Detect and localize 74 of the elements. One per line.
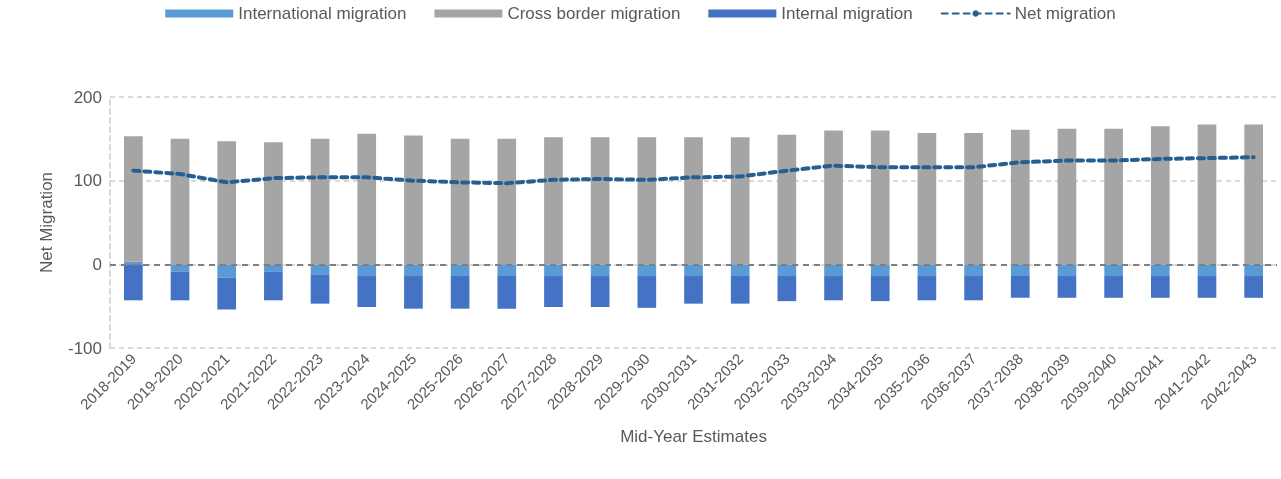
bar — [124, 264, 143, 301]
bar — [170, 138, 190, 265]
bar — [1057, 128, 1077, 265]
y-tick-label: -100 — [67, 338, 102, 358]
bar — [217, 264, 237, 278]
bar — [777, 276, 797, 302]
bar — [357, 264, 377, 277]
bar — [684, 137, 703, 265]
bar — [684, 276, 703, 304]
legend-label: Net migration — [1014, 4, 1116, 23]
bar — [1104, 276, 1123, 298]
bar — [730, 276, 750, 304]
bar — [964, 132, 983, 265]
bar — [1057, 276, 1077, 298]
bar — [404, 135, 423, 265]
bar — [1197, 124, 1217, 265]
bar — [497, 264, 517, 277]
bar — [1104, 264, 1123, 277]
bar — [404, 264, 423, 277]
bar — [544, 264, 563, 277]
bar — [1150, 126, 1170, 265]
bar — [917, 276, 937, 301]
bar — [310, 274, 330, 304]
bar — [964, 264, 983, 277]
bar — [544, 276, 563, 307]
bar — [637, 276, 657, 308]
bar — [450, 276, 470, 309]
bar — [170, 271, 190, 301]
bar — [590, 137, 610, 265]
bar — [1150, 276, 1170, 298]
bar — [310, 138, 330, 265]
bar — [1244, 276, 1263, 298]
bar — [870, 264, 890, 277]
bar — [404, 276, 423, 309]
y-tick-label: 100 — [73, 171, 102, 191]
bar — [1010, 129, 1030, 265]
y-tick-label: 200 — [73, 87, 102, 107]
bar — [917, 132, 937, 265]
x-axis-title: Mid-Year Estimates — [620, 427, 767, 446]
legend-label: International migration — [238, 4, 407, 23]
bar — [964, 276, 983, 301]
bar — [1244, 124, 1263, 265]
bar — [824, 130, 843, 265]
y-tick-label: 0 — [92, 254, 102, 274]
y-axis-title: Net Migration — [37, 171, 56, 274]
bar — [544, 137, 563, 265]
bar — [917, 264, 937, 277]
bar — [824, 276, 843, 301]
bar — [1104, 128, 1123, 265]
legend-label: Cross border migration — [507, 4, 681, 23]
bar — [357, 276, 377, 307]
line-series — [131, 155, 1256, 186]
bar — [497, 276, 517, 309]
bar — [870, 276, 890, 302]
bar — [450, 138, 470, 265]
bar — [357, 133, 377, 265]
bar — [1197, 276, 1217, 298]
bar — [730, 137, 750, 265]
bar — [730, 264, 750, 277]
legend-label: Internal migration — [781, 4, 913, 23]
bar — [124, 136, 143, 262]
bar — [870, 130, 890, 265]
bar — [637, 137, 657, 265]
bar — [1244, 264, 1263, 277]
bar — [264, 271, 283, 301]
bar — [264, 142, 283, 265]
bar — [590, 276, 610, 307]
bar — [684, 264, 703, 277]
bar — [1010, 276, 1030, 298]
bar — [217, 141, 237, 265]
bar — [497, 138, 517, 265]
bar — [217, 277, 237, 310]
bar — [777, 134, 797, 265]
bar — [1150, 264, 1170, 277]
